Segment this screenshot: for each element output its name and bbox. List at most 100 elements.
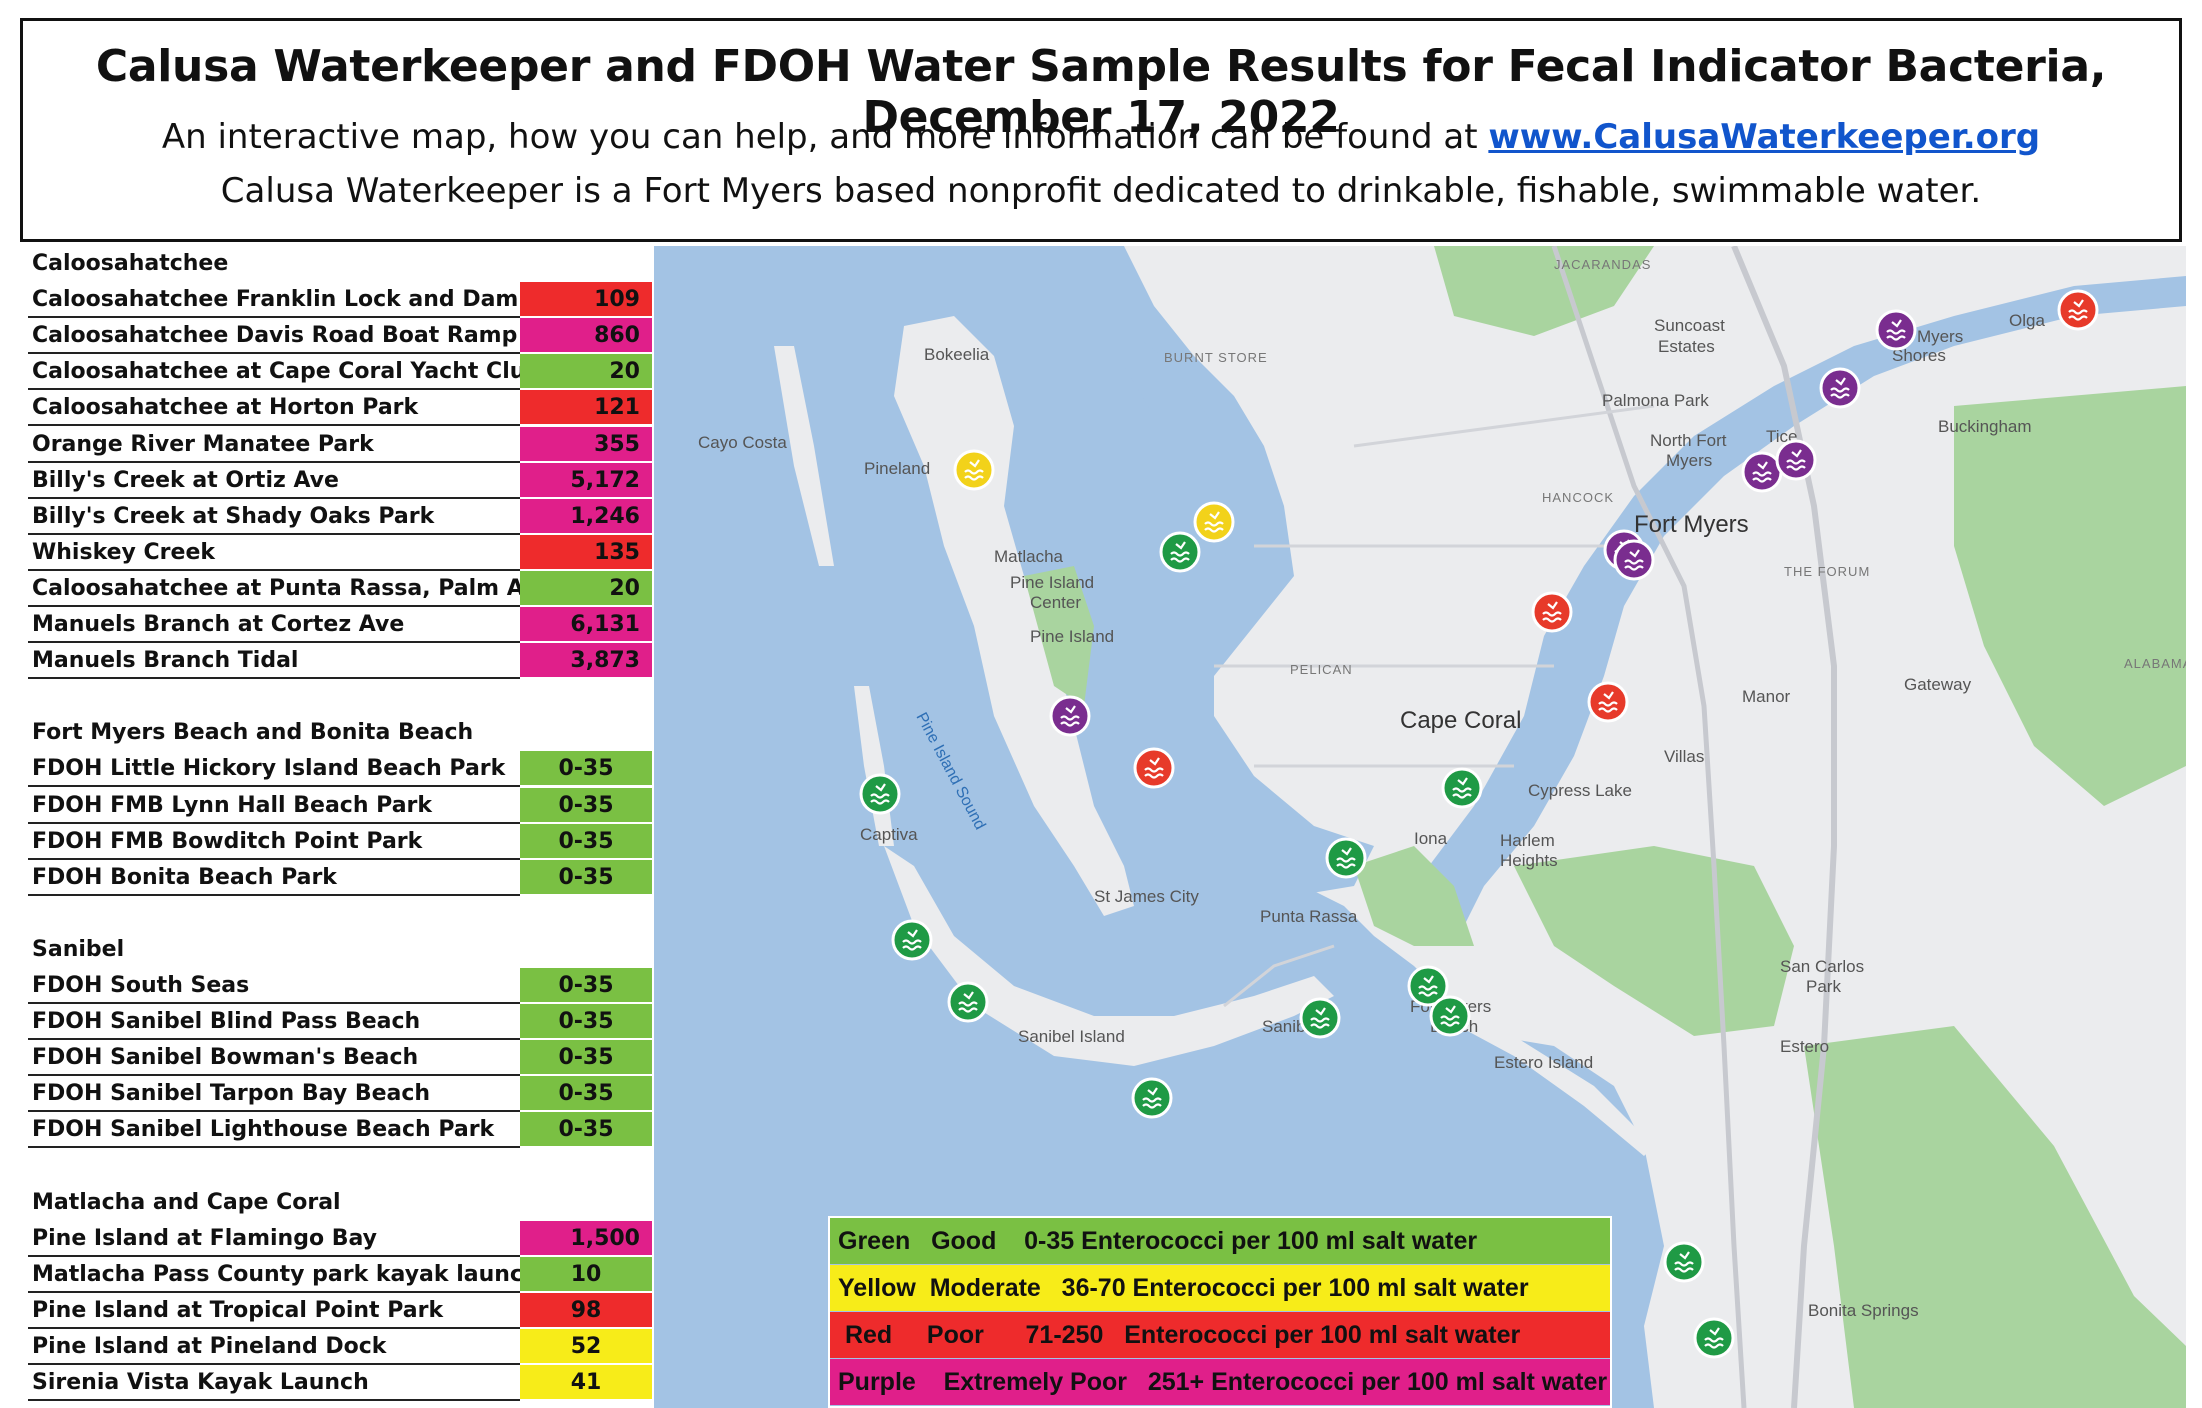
sanibel-island [884, 846, 1334, 1066]
site-value: 135 [520, 534, 652, 571]
park-area-1 [1954, 386, 2186, 806]
place-label: BURNT STORE [1164, 350, 1268, 365]
marker-matlacha-kayak[interactable] [1159, 531, 1201, 573]
estero-island [1449, 1006, 1654, 1156]
swimmer-icon [1624, 549, 1644, 571]
marker-manuels-tidal[interactable] [1875, 309, 1917, 351]
place-label: Buckingham [1938, 417, 2032, 436]
marker-punta-rassa[interactable] [1325, 837, 1367, 879]
place-label: Pine Island [1010, 573, 1094, 592]
table-row: FDOH Sanibel Blind Pass Beach 0-35 [28, 1004, 652, 1041]
site-value: 0-35 [520, 1076, 652, 1113]
marker-dot [947, 981, 989, 1023]
marker-yacht-club[interactable] [1441, 767, 1483, 809]
site-name: Pine Island at Flamingo Bay [28, 1221, 520, 1257]
marker-franklin-lock[interactable] [2057, 289, 2099, 331]
place-label: Estero Island [1494, 1053, 1593, 1072]
park-area-4 [1024, 566, 1094, 706]
site-value: 0-35 [520, 1040, 652, 1077]
marker-dot [1407, 965, 1449, 1007]
table-row: Manuels Branch Tidal 3,873 [28, 643, 652, 680]
place-label: PELICAN [1290, 662, 1353, 677]
site-value: 98 [520, 1292, 652, 1329]
site-value: 3,873 [520, 643, 652, 680]
swimmer-icon [1170, 541, 1190, 563]
table-row: FDOH Bonita Beach Park 0-35 [28, 859, 652, 896]
table-row: Orange River Manatee Park 355 [28, 426, 652, 463]
table-row: FDOH Sanibel Bowman's Beach 0-35 [28, 1040, 652, 1077]
site-value: 20 [520, 570, 652, 607]
swimmer-icon [870, 783, 890, 805]
marker-dot [1741, 451, 1783, 493]
section-title: Matlacha and Cape Coral [32, 1189, 341, 1215]
place-label: Punta Rassa [1260, 907, 1358, 926]
marker-pineland-dock[interactable] [953, 449, 995, 491]
marker-dot [1299, 997, 1341, 1039]
place-label: Fort Myers [1634, 511, 1749, 538]
table-row: FDOH Little Hickory Island Beach Park 0-3… [28, 751, 652, 788]
marker-horton-park[interactable] [1531, 591, 1573, 633]
place-label: Matlacha [994, 547, 1064, 566]
header-box: Calusa Waterkeeper and FDOH Water Sample… [20, 18, 2182, 242]
site-name: Billy's Creek at Shady Oaks Park [28, 499, 520, 535]
site-name: FDOH Little Hickory Island Beach Park [28, 751, 520, 788]
place-label: Cayo Costa [698, 433, 787, 452]
marker-orange-river[interactable] [1741, 451, 1783, 493]
info-line: An interactive map, how you can help, an… [23, 117, 2179, 157]
swimmer-icon [1418, 975, 1438, 997]
site-name: Whiskey Creek [28, 535, 520, 571]
marker-bowmans[interactable] [947, 981, 989, 1023]
site-name: Billy's Creek at Ortiz Ave [28, 463, 520, 499]
place-label: JACARANDAS [1554, 257, 1651, 272]
map-labels: JACARANDAS Suncoast Estates BURNT STORE Boke… [698, 257, 2186, 1320]
marker-tropical-point[interactable] [1133, 747, 1175, 789]
site-value: 0-35 [520, 1004, 652, 1041]
marker-dot [1131, 1077, 1173, 1119]
marker-lighthouse[interactable] [1299, 997, 1341, 1039]
place-label: Gateway [1904, 675, 1972, 694]
table-row: Caloosahatchee at Punta Rassa, Palm Acre… [28, 570, 652, 607]
place-label: Pineland [864, 459, 930, 478]
place-label: Cypress Lake [1528, 781, 1632, 800]
marker-whiskey-creek[interactable] [1587, 681, 1629, 723]
marker-dot [953, 449, 995, 491]
marker-blind-pass[interactable] [891, 919, 933, 961]
marker-bowditch[interactable] [1407, 965, 1449, 1007]
swimmer-icon [1886, 319, 1906, 341]
table-row: Pine Island at Pineland Dock 52 [28, 1329, 652, 1365]
swimmer-icon [1674, 1251, 1694, 1273]
site-value: 0-35 [520, 859, 652, 896]
place-label: THE FORUM [1784, 564, 1870, 579]
site-name: FDOH South Seas [28, 968, 520, 1004]
marker-south-seas[interactable] [859, 773, 901, 815]
causeway [1223, 944, 1335, 1008]
website-link[interactable]: www.CalusaWaterkeeper.org [1488, 117, 2041, 157]
mission-line: Calusa Waterkeeper is a Fort Myers based… [220, 171, 1982, 211]
results-table: Caloosahatchee Caloosahatchee Franklin Lo… [28, 246, 652, 1408]
highway-41 [1551, 246, 1747, 1408]
swimmer-icon [1452, 777, 1472, 799]
marker-lynn-hall[interactable] [1429, 995, 1471, 1037]
marker-manuels-1[interactable] [1775, 439, 1817, 481]
swimmer-icon [1060, 705, 1080, 727]
legend-item-green: Green Good 0-35 Enterococci per 100 ml s… [830, 1218, 1610, 1264]
sample-map[interactable]: JACARANDAS Suncoast Estates BURNT STORE Boke… [654, 246, 2186, 1408]
swimmer-icon [1144, 757, 1164, 779]
place-label: Center [1030, 593, 1081, 612]
place-label: Villas [1664, 747, 1704, 766]
marker-dot [1133, 747, 1175, 789]
marker-dot [2057, 289, 2099, 331]
marker-davis-road[interactable] [1819, 367, 1861, 409]
place-label: North Fort [1650, 431, 1727, 450]
marker-billys-creek-2[interactable] [1613, 539, 1655, 581]
place-label: Manor [1742, 687, 1791, 706]
table-row: Caloosahatchee Davis Road Boat Ramp 860 [28, 318, 652, 355]
marker-little-hickory[interactable] [1693, 1317, 1735, 1359]
marker-sirenia-vista[interactable] [1193, 501, 1235, 543]
marker-bonita-beach[interactable] [1663, 1241, 1705, 1283]
swimmer-icon [1310, 1007, 1330, 1029]
table-row: Billy's Creek at Ortiz Ave 5,172 [28, 462, 652, 499]
marker-flamingo-bay[interactable] [1049, 695, 1091, 737]
marker-tarpon-bay[interactable] [1131, 1077, 1173, 1119]
site-value: 0-35 [520, 787, 652, 824]
